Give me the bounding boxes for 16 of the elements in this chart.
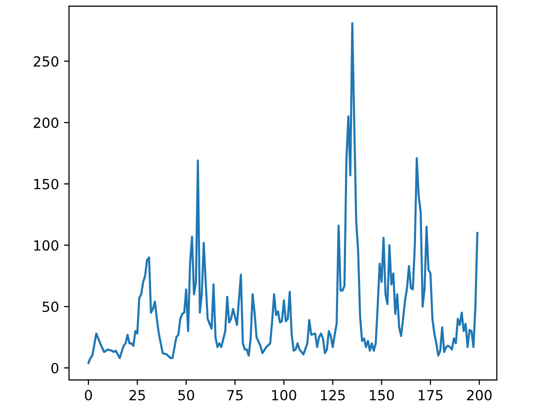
x-tick-label: 200 [467, 390, 492, 400]
y-tick-label: 150 [34, 178, 58, 190]
x-tick-label: 0 [84, 390, 92, 400]
x-tick-label: 25 [129, 390, 145, 400]
y-tick-label: 250 [34, 56, 58, 67]
x-tick-label: 125 [321, 390, 345, 400]
y-tick-label: 200 [34, 118, 58, 128]
x-tick-label: 175 [418, 390, 442, 400]
y-tick-label: 100 [34, 240, 58, 251]
y-tick-label: 0 [51, 362, 58, 374]
x-tick-label: 100 [272, 390, 296, 400]
line-series [87, 22, 478, 364]
x-tick-label: 150 [370, 390, 394, 400]
x-tick-label: 50 [178, 390, 194, 400]
x-tick-label: 75 [227, 390, 243, 400]
y-tick-label: 50 [42, 302, 58, 312]
